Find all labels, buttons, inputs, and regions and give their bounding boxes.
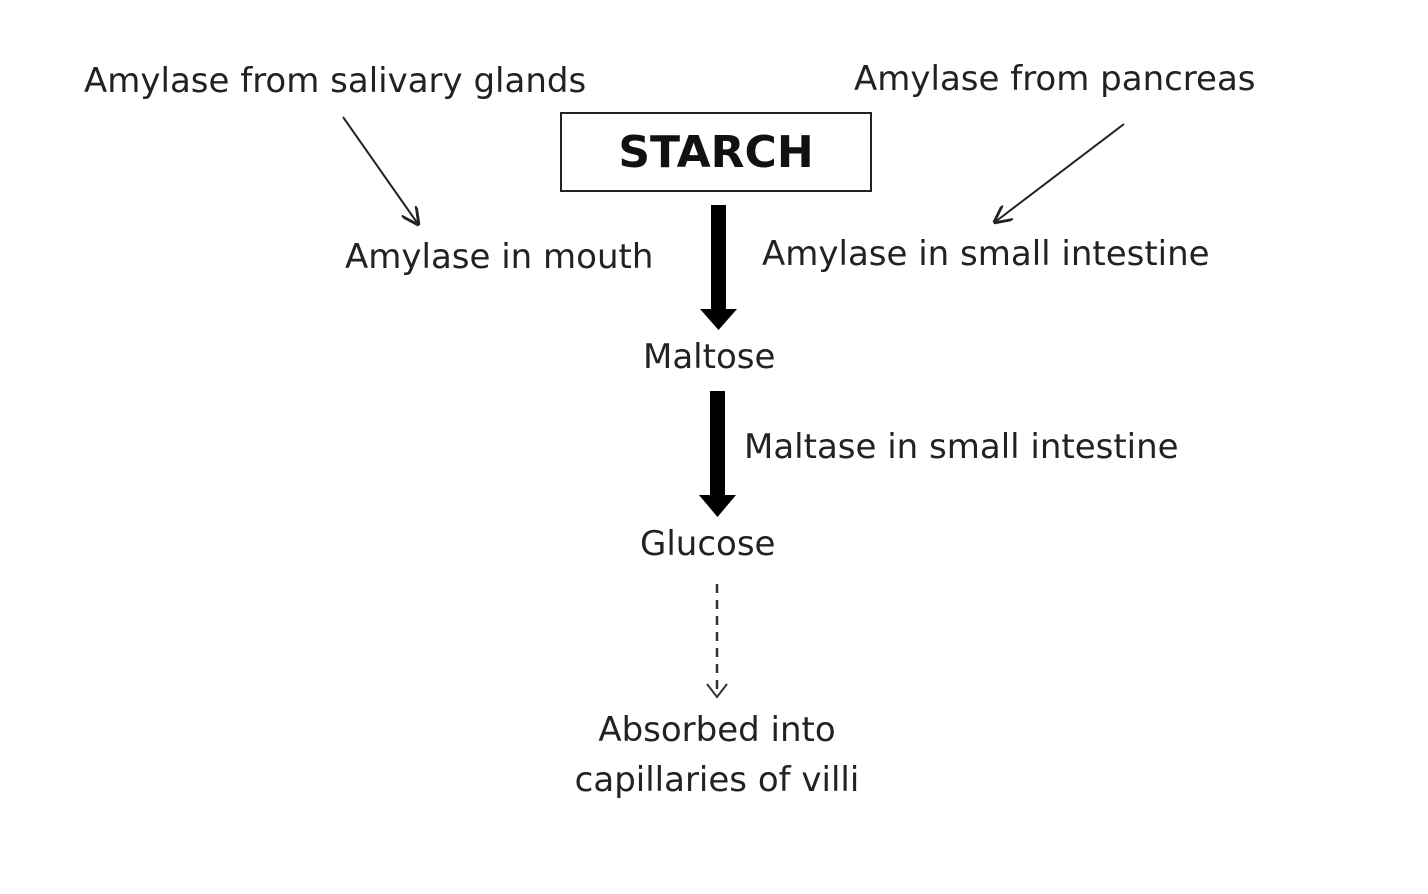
salivary-to-mouth-arrow (342, 116, 418, 224)
maltose-to-glucose-arrow (699, 391, 736, 517)
intestine-amylase-label: Amylase in small intestine (762, 234, 1210, 274)
starch-label: STARCH (618, 126, 814, 178)
absorbed-label-line1: Absorbed into (598, 710, 836, 750)
pancreas-amylase-label: Amylase from pancreas (854, 59, 1256, 99)
glucose-to-absorption-arrow (706, 584, 728, 699)
starch-to-maltose-arrow (700, 205, 737, 330)
glucose-label: Glucose (640, 524, 776, 564)
pancreas-to-intestine-arrow (995, 123, 1125, 222)
mouth-amylase-label: Amylase in mouth (345, 237, 654, 277)
absorbed-label-line2: capillaries of villi (574, 760, 860, 800)
starch-box: STARCH (560, 112, 872, 192)
maltose-label: Maltose (643, 337, 776, 377)
salivary-amylase-label: Amylase from salivary glands (84, 61, 587, 101)
maltase-label: Maltase in small intestine (744, 427, 1179, 467)
